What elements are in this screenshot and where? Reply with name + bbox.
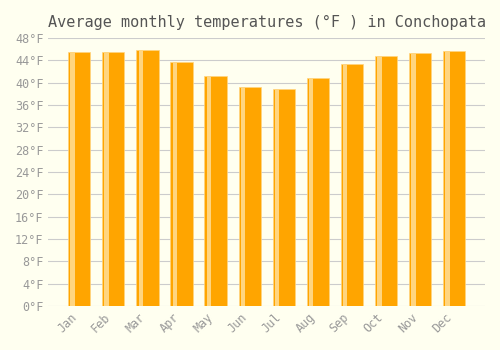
- Bar: [170, 62, 192, 306]
- Bar: [172, 62, 177, 306]
- Bar: [341, 64, 363, 306]
- Title: Average monthly temperatures (°F ) in Conchopata: Average monthly temperatures (°F ) in Co…: [48, 15, 486, 30]
- Bar: [306, 78, 329, 306]
- Bar: [102, 52, 124, 306]
- Bar: [343, 64, 347, 306]
- Bar: [68, 52, 90, 306]
- Bar: [206, 76, 211, 306]
- Bar: [445, 51, 450, 306]
- Bar: [238, 87, 260, 306]
- Bar: [104, 52, 109, 306]
- Bar: [241, 87, 245, 306]
- Bar: [138, 50, 143, 306]
- Bar: [309, 78, 314, 306]
- Bar: [136, 50, 158, 306]
- Bar: [375, 56, 397, 306]
- Bar: [204, 76, 227, 306]
- Bar: [70, 52, 75, 306]
- Bar: [411, 53, 416, 306]
- Bar: [275, 90, 280, 306]
- Bar: [443, 51, 465, 306]
- Bar: [377, 56, 382, 306]
- Bar: [272, 90, 295, 306]
- Bar: [409, 53, 431, 306]
